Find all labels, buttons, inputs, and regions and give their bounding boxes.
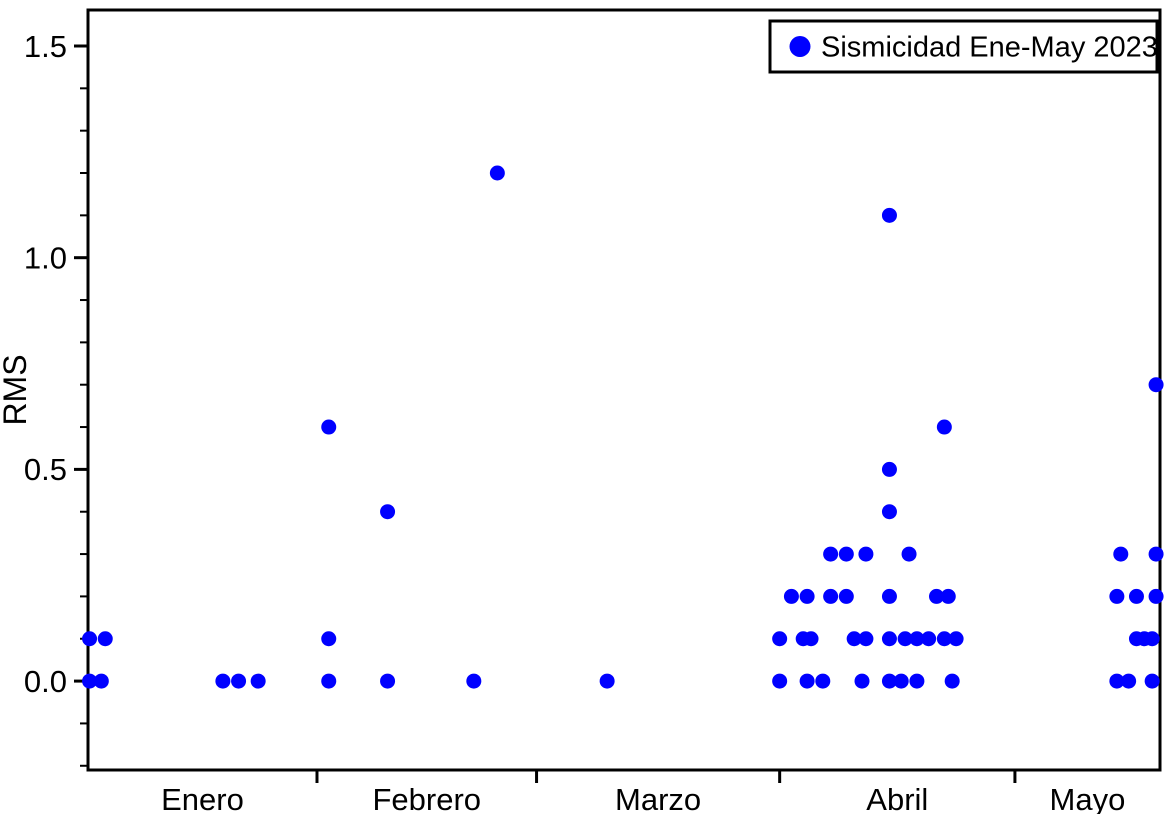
scatter-point: [897, 631, 913, 647]
scatter-point: [82, 631, 98, 647]
scatter-point: [783, 588, 799, 604]
scatter-point: [936, 419, 952, 435]
scatter-point: [82, 673, 98, 689]
scatter-point: [250, 673, 266, 689]
scatter-point: [489, 165, 505, 181]
scatter-point: [231, 673, 247, 689]
scatter-point: [321, 631, 337, 647]
x-axis-month-label: Febrero: [373, 782, 482, 814]
scatter-point: [909, 673, 925, 689]
scatter-point: [838, 546, 854, 562]
scatter-point: [1144, 631, 1160, 647]
y-axis-tick-label: 1.0: [24, 241, 67, 276]
scatter-point: [936, 631, 952, 647]
scatter-point: [97, 631, 113, 647]
scatter-point: [799, 673, 815, 689]
scatter-point: [380, 673, 396, 689]
scatter-point: [909, 631, 925, 647]
y-axis-tick-label: 1.5: [24, 29, 67, 64]
scatter-point: [93, 673, 109, 689]
scatter-point: [846, 631, 862, 647]
scatter-point: [854, 673, 870, 689]
x-axis-month-label: Marzo: [615, 782, 701, 814]
scatter-point: [881, 504, 897, 520]
scatter-point: [1128, 588, 1144, 604]
scatter-point: [380, 504, 396, 520]
scatter-point: [881, 207, 897, 223]
legend-label: Sismicidad Ene-May 2023: [821, 32, 1158, 64]
scatter-point: [1113, 546, 1129, 562]
scatter-point: [799, 588, 815, 604]
scatter-point: [1144, 673, 1160, 689]
scatter-point: [215, 673, 231, 689]
scatter-point: [823, 546, 839, 562]
scatter-point: [858, 546, 874, 562]
scatter-point: [772, 673, 788, 689]
scatter-point: [1121, 673, 1137, 689]
plot-frame: [86, 8, 1162, 772]
scatter-point: [599, 673, 615, 689]
y-axis-title: RMS: [0, 354, 33, 425]
scatter-point: [1148, 377, 1164, 393]
scatter-point: [948, 631, 964, 647]
x-axis-month-label: Abril: [866, 782, 928, 814]
scatter-point: [321, 419, 337, 435]
scatter-point: [772, 631, 788, 647]
scatter-point: [321, 673, 337, 689]
legend-marker: [789, 36, 811, 57]
x-axis-month-label: Mayo: [1050, 782, 1126, 814]
scatter-point: [901, 546, 917, 562]
scatter-point: [803, 631, 819, 647]
scatter-point: [466, 673, 482, 689]
scatter-point: [893, 673, 909, 689]
scatter-point: [881, 631, 897, 647]
scatter-point: [881, 673, 897, 689]
scatter-point: [858, 631, 874, 647]
scatter-point: [940, 588, 956, 604]
scatter-point: [881, 461, 897, 477]
scatter-point: [881, 588, 897, 604]
scatter-point: [929, 588, 945, 604]
scatter-point: [1148, 588, 1164, 604]
y-axis-tick-label: 0.5: [24, 452, 67, 487]
legend-box: [768, 19, 1159, 74]
y-axis-tick-label: 0.0: [24, 664, 67, 699]
scatter-point: [838, 588, 854, 604]
x-axis-month-label: Enero: [161, 782, 244, 814]
scatter-point: [823, 588, 839, 604]
scatter-point: [1148, 546, 1164, 562]
scatter-point: [1109, 673, 1125, 689]
scatter-point: [1109, 588, 1125, 604]
scatter-point: [921, 631, 937, 647]
scatter-point: [815, 673, 831, 689]
scatter-point: [944, 673, 960, 689]
